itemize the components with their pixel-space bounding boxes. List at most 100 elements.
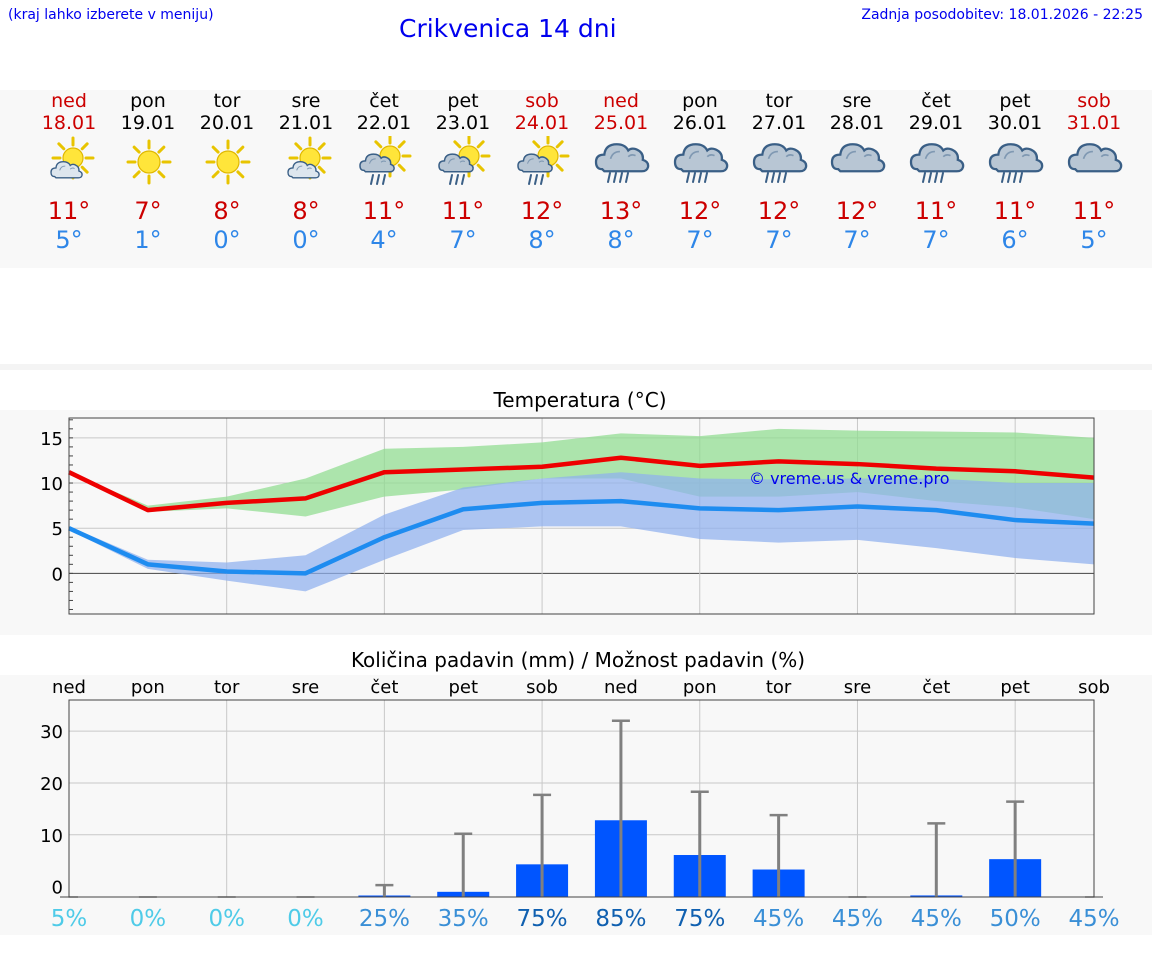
x-tick-label: čet bbox=[922, 677, 950, 698]
day-name: pet bbox=[999, 90, 1031, 112]
day-name: tor bbox=[765, 90, 793, 112]
day-date: 29.01 bbox=[908, 112, 964, 134]
precipitation-probability: 85% bbox=[595, 906, 646, 932]
max-temperature: 12° bbox=[835, 197, 879, 225]
max-temperature: 8° bbox=[292, 197, 320, 225]
min-temperature: 0° bbox=[213, 226, 241, 254]
day-date: 19.01 bbox=[120, 112, 176, 134]
min-temperature: 7° bbox=[922, 226, 950, 254]
day-name: ned bbox=[603, 90, 639, 112]
day-date: 31.01 bbox=[1066, 112, 1122, 134]
max-temperature: 11° bbox=[362, 197, 406, 225]
min-temperature: 6° bbox=[1001, 226, 1029, 254]
daily-forecast-panel: ned 18.01 11° 5° pon 19.01 7° 1° tor 20.01 8° 0° sr… bbox=[0, 90, 1152, 268]
x-tick-label: pet bbox=[1000, 677, 1030, 698]
sun-cloud-rain-icon bbox=[435, 134, 493, 190]
max-temperature: 11° bbox=[441, 197, 485, 225]
max-temperature-range bbox=[69, 428, 1094, 520]
x-tick-label: ned bbox=[52, 677, 86, 698]
max-temperature: 8° bbox=[213, 197, 241, 225]
min-temperature-line bbox=[68, 498, 1095, 576]
cloud-icon bbox=[829, 136, 887, 190]
day-date: 24.01 bbox=[514, 112, 570, 134]
day-date: 30.01 bbox=[987, 112, 1043, 134]
max-temperature: 12° bbox=[757, 197, 801, 225]
day-name: ned bbox=[51, 90, 87, 112]
cloud-rain-icon bbox=[751, 136, 809, 190]
max-temperature: 11° bbox=[47, 197, 91, 225]
precipitation-probability: 75% bbox=[517, 906, 568, 932]
min-temperature: 8° bbox=[528, 226, 556, 254]
day-date: 27.01 bbox=[751, 112, 807, 134]
sun-icon bbox=[120, 136, 178, 190]
min-temperature: 7° bbox=[765, 226, 793, 254]
day-name: sre bbox=[291, 90, 321, 112]
sun-cloud-rain-icon bbox=[514, 134, 572, 190]
precipitation-probability: 50% bbox=[990, 906, 1041, 932]
min-temperature: 7° bbox=[449, 226, 477, 254]
section-divider bbox=[0, 364, 1152, 370]
y-tick-label: 0 bbox=[52, 878, 63, 899]
day-date: 26.01 bbox=[672, 112, 728, 134]
precipitation-chart-title: Količina padavin (mm) / Možnost padavin … bbox=[351, 648, 805, 672]
x-tick-label: sre bbox=[292, 677, 319, 698]
x-tick-label: čet bbox=[370, 677, 398, 698]
min-temperature: 4° bbox=[370, 226, 398, 254]
max-temperature: 11° bbox=[1072, 197, 1116, 225]
precipitation-probability: 0% bbox=[287, 906, 324, 932]
sun-cloud-icon bbox=[278, 136, 336, 190]
min-temperature: 8° bbox=[607, 226, 635, 254]
precipitation-probability: 0% bbox=[208, 906, 245, 932]
max-temperature: 12° bbox=[678, 197, 722, 225]
location-hint[interactable]: (kraj lahko izberete v meniju) bbox=[8, 7, 214, 23]
day-name: sre bbox=[842, 90, 872, 112]
min-temperature: 7° bbox=[686, 226, 714, 254]
day-name: sob bbox=[525, 90, 559, 112]
day-date: 23.01 bbox=[435, 112, 491, 134]
x-tick-label: tor bbox=[766, 677, 792, 698]
watermark: © vreme.us & vreme.pro bbox=[749, 469, 950, 488]
min-temperature: 1° bbox=[134, 226, 162, 254]
cloud-icon bbox=[1066, 136, 1124, 190]
precipitation-probability: 0% bbox=[130, 906, 167, 932]
day-date: 20.01 bbox=[199, 112, 255, 134]
max-temperature-line bbox=[68, 455, 1095, 513]
y-tick-label: 15 bbox=[40, 429, 63, 450]
plot-frame bbox=[68, 699, 1095, 898]
precipitation-chart: Količina padavin (mm) / Možnost padavin … bbox=[40, 648, 1119, 932]
x-tick-label: sre bbox=[844, 677, 871, 698]
day-name: pon bbox=[682, 90, 718, 112]
sun-cloud-icon bbox=[41, 136, 99, 190]
day-name: tor bbox=[213, 90, 241, 112]
max-temperature: 12° bbox=[520, 197, 564, 225]
x-tick-label: pon bbox=[131, 677, 165, 698]
temperature-chart: Temperatura (°C) 0 5 10 15 © vreme.us & vreme… bbox=[40, 388, 1095, 615]
min-temperature: 0° bbox=[292, 226, 320, 254]
sun-icon bbox=[199, 136, 257, 190]
y-tick-label: 0 bbox=[52, 564, 63, 585]
day-name: čet bbox=[921, 90, 951, 112]
plot-area bbox=[69, 700, 1094, 897]
y-tick-label: 5 bbox=[52, 519, 63, 540]
day-date: 25.01 bbox=[593, 112, 649, 134]
y-tick-label: 20 bbox=[40, 774, 63, 795]
cloud-rain-icon bbox=[908, 136, 966, 190]
x-tick-label: sob bbox=[526, 677, 558, 698]
cloud-rain-icon bbox=[672, 136, 730, 190]
day-name: pet bbox=[447, 90, 479, 112]
min-temperature-range bbox=[69, 472, 1094, 592]
x-tick-label: pet bbox=[448, 677, 478, 698]
x-tick-label: tor bbox=[214, 677, 240, 698]
plot-frame bbox=[68, 417, 1095, 615]
page-title: Crikvenica 14 dni bbox=[399, 14, 617, 43]
precipitation-probability: 75% bbox=[674, 906, 725, 932]
day-name: čet bbox=[369, 90, 399, 112]
day-name: pon bbox=[130, 90, 166, 112]
precipitation-probability: 25% bbox=[359, 906, 410, 932]
day-date: 22.01 bbox=[356, 112, 412, 134]
max-temperature: 11° bbox=[914, 197, 958, 225]
precipitation-probability: 45% bbox=[1068, 906, 1119, 932]
min-temperature: 7° bbox=[843, 226, 871, 254]
x-tick-label: sob bbox=[1078, 677, 1110, 698]
day-date: 28.01 bbox=[829, 112, 885, 134]
